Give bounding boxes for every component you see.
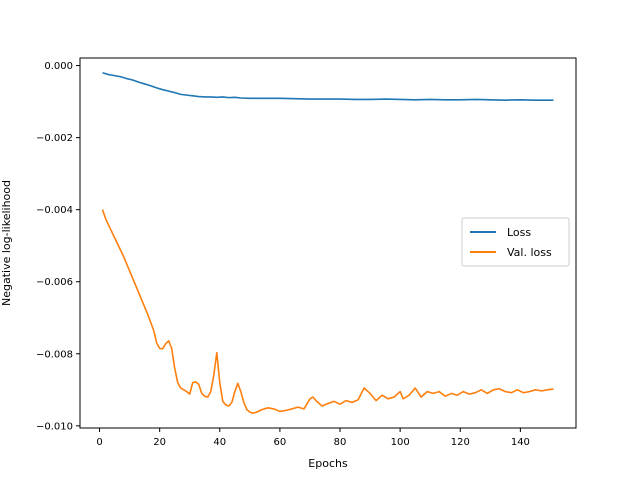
legend-label-val-loss: Val. loss: [507, 246, 552, 259]
x-tick-label: 140: [511, 437, 530, 448]
x-tick-label: 60: [274, 437, 287, 448]
legend: Loss Val. loss: [461, 217, 570, 267]
y-tick-label: −0.004: [36, 205, 73, 216]
y-axis-label: Negative log-likelihood: [0, 180, 13, 306]
legend-box: [461, 217, 570, 267]
x-tick-label: 120: [451, 437, 470, 448]
y-tick-label: −0.010: [36, 421, 73, 432]
series-line-val-loss: [101, 209, 554, 415]
y-tick-label: −0.006: [36, 277, 73, 288]
y-axis-ticks: 0.000 −0.002 −0.004 −0.006 −0.008 −0.010: [36, 61, 80, 432]
legend-label-loss: Loss: [507, 226, 531, 239]
plot-frame: [79, 57, 577, 429]
x-tick-label: 80: [334, 437, 347, 448]
series-layer: [101, 72, 554, 415]
x-axis-label: Epochs: [308, 457, 348, 470]
x-tick-label: 0: [96, 437, 102, 448]
x-axis-ticks: 0 20 40 60 80 100 120 140: [96, 428, 530, 448]
series-line-loss: [102, 72, 554, 101]
x-tick-label: 20: [153, 437, 166, 448]
x-tick-label: 100: [391, 437, 410, 448]
x-tick-label: 40: [213, 437, 226, 448]
y-tick-label: −0.002: [36, 133, 73, 144]
y-tick-label: −0.008: [36, 349, 73, 360]
y-tick-label: 0.000: [44, 61, 73, 72]
